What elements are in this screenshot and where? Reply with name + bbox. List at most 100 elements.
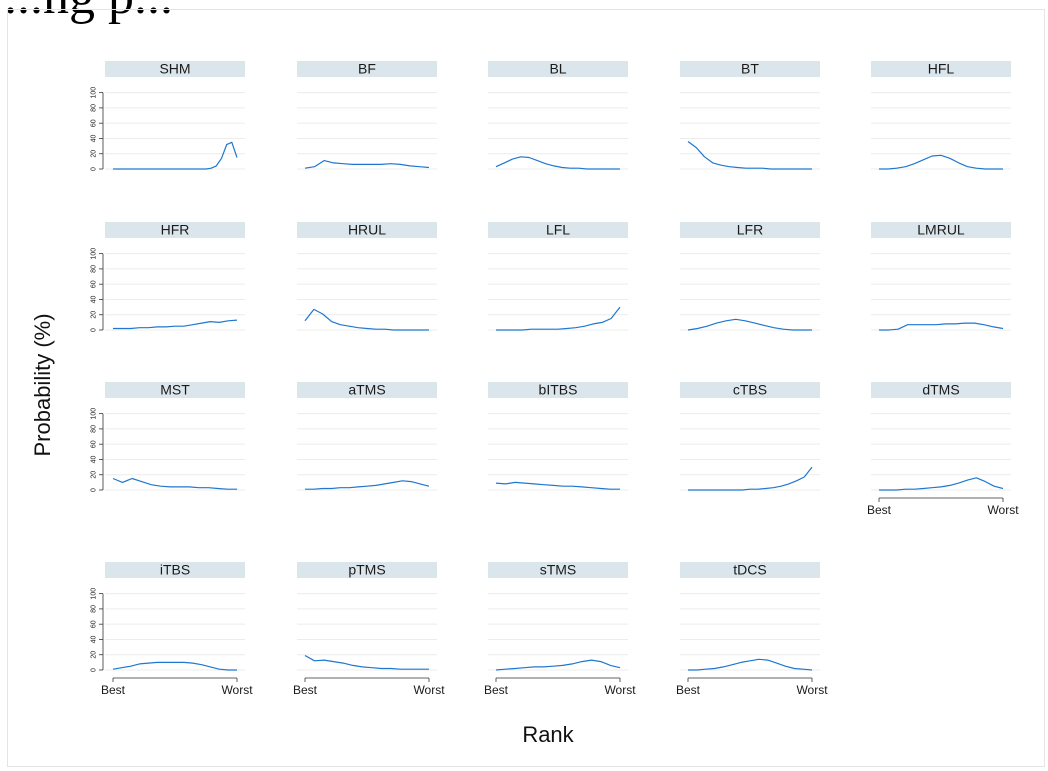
series-line-lfr — [687, 318, 812, 331]
panel-title: HFR — [161, 222, 190, 238]
series-line-hfl — [879, 154, 1003, 170]
panel-title: LFR — [737, 222, 763, 238]
panel-ptms: pTMS Best Worst — [293, 562, 445, 698]
panel-header — [105, 61, 245, 77]
panel-title: LFL — [546, 222, 570, 238]
y-tick-label: 0 — [91, 488, 98, 492]
y-tick-label: 40 — [91, 635, 98, 643]
panel-shm: SHM 0 20 40 60 80 100 — [91, 61, 245, 171]
panel-title: dTMS — [922, 382, 959, 398]
y-tick-label: 60 — [91, 119, 98, 127]
x-tick-label: Best — [484, 683, 509, 697]
y-tick-label: 100 — [91, 248, 98, 260]
panel-title: BT — [741, 61, 759, 77]
panel-header — [105, 222, 245, 238]
x-tick-label: Worst — [604, 683, 636, 697]
panel-lfl: LFL — [488, 222, 628, 331]
series-line-mst — [112, 477, 237, 490]
series-line-lmrul — [879, 322, 1004, 331]
series-line-hrul — [304, 308, 429, 331]
x-tick-label: Best — [676, 683, 701, 697]
series-line-ptms — [304, 654, 429, 670]
panel-title: BL — [549, 61, 566, 77]
panel-bitbs: bITBS — [488, 382, 628, 491]
series-line-bf — [304, 160, 430, 169]
panel-header — [105, 562, 245, 578]
x-tick-label: Best — [101, 683, 126, 697]
y-tick-label: 100 — [91, 87, 98, 99]
y-tick-label: 100 — [91, 408, 98, 420]
series-line-bitbs — [495, 481, 620, 490]
panel-stms: sTMS Best Worst — [484, 562, 636, 698]
panel-title: sTMS — [540, 562, 577, 578]
y-tick-label: 80 — [91, 605, 98, 613]
panel-title: MST — [160, 382, 190, 398]
panel-tdcs: tDCS Best Worst — [676, 562, 828, 698]
panel-bt: BT — [680, 61, 820, 170]
y-axis-title: Probability (%) — [30, 313, 55, 456]
panel-mst: MST 0 20 40 60 80 100 — [91, 382, 245, 492]
series-line-hfr — [113, 319, 238, 330]
panel-title: tDCS — [733, 562, 766, 578]
panel-title: cTBS — [733, 382, 767, 398]
panel-title: HFL — [928, 61, 955, 77]
panel-title: BF — [358, 61, 376, 77]
panel-header — [680, 222, 820, 238]
page-title: ...ng p... — [4, 0, 173, 27]
panel-title: bITBS — [539, 382, 578, 398]
series-line-dtms — [879, 477, 1004, 491]
panel-header — [680, 61, 820, 77]
y-tick-label: 60 — [91, 620, 98, 628]
panel-title: iTBS — [160, 562, 190, 578]
series-line-tdcs — [688, 658, 813, 671]
y-tick-label: 20 — [91, 651, 98, 659]
panel-title: aTMS — [348, 382, 385, 398]
panel-hrul: HRUL — [297, 222, 437, 331]
y-tick-label: 60 — [91, 280, 98, 288]
y-tick-label: 40 — [91, 295, 98, 303]
x-tick-label: Worst — [413, 683, 445, 697]
panel-header — [871, 222, 1011, 238]
y-tick-label: 40 — [91, 134, 98, 142]
y-tick-label: 20 — [91, 471, 98, 479]
series-line-shm — [113, 141, 238, 170]
y-tick-label: 100 — [91, 588, 98, 600]
series-line-bl — [495, 156, 620, 170]
panel-header — [297, 382, 437, 398]
panel-header — [488, 61, 628, 77]
panel-header — [488, 382, 628, 398]
panel-hfl: HFL — [871, 61, 1011, 170]
panel-title: HRUL — [348, 222, 386, 238]
panel-title: pTMS — [348, 562, 385, 578]
panel-lfr: LFR — [680, 222, 820, 331]
y-tick-label: 0 — [91, 328, 98, 332]
series-line-stms — [495, 659, 621, 671]
y-tick-label: 60 — [91, 440, 98, 448]
panel-header — [680, 382, 820, 398]
x-tick-label: Worst — [221, 683, 253, 697]
x-tick-label: Worst — [796, 683, 828, 697]
x-tick-label: Best — [867, 503, 892, 517]
panel-header — [297, 562, 437, 578]
x-tick-label: Worst — [987, 503, 1019, 517]
panel-header — [297, 61, 437, 77]
x-axis-title: Rank — [522, 722, 574, 747]
series-line-itbs — [112, 661, 237, 671]
panel-hfr: HFR 0 20 40 60 80 100 — [91, 222, 245, 332]
y-tick-label: 0 — [91, 167, 98, 171]
panel-itbs: iTBS 0 20 40 60 80 100 Best Worst — [91, 562, 254, 698]
x-tick-label: Best — [293, 683, 318, 697]
series-line-atms — [305, 480, 430, 490]
panel-header — [105, 382, 245, 398]
plot-frame — [7, 9, 1045, 767]
series-line-ctbs — [688, 466, 813, 491]
y-tick-label: 80 — [91, 104, 98, 112]
panel-header — [680, 562, 820, 578]
panel-lmrul: LMRUL — [871, 222, 1011, 331]
panel-header — [297, 222, 437, 238]
panel-bl: BL — [488, 61, 628, 170]
y-tick-label: 20 — [91, 150, 98, 158]
y-tick-label: 20 — [91, 311, 98, 319]
y-tick-label: 40 — [91, 455, 98, 463]
